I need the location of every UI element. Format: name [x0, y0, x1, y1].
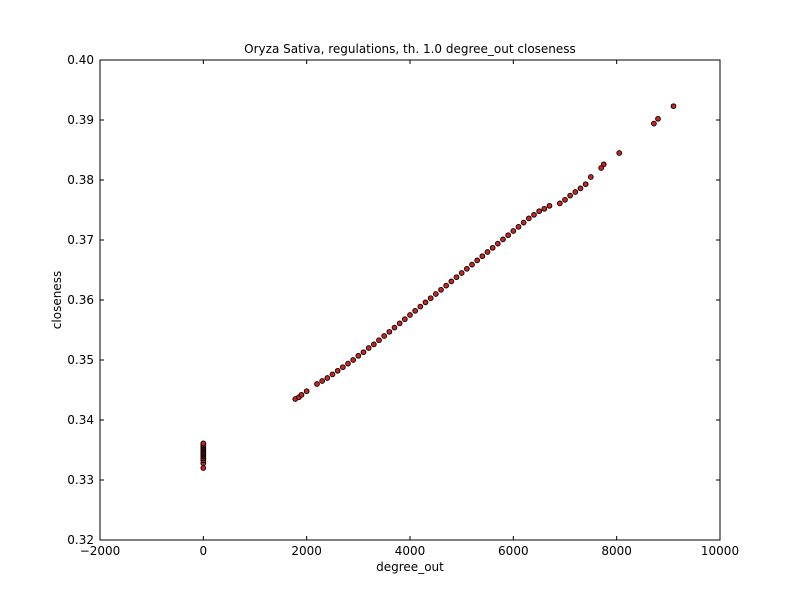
y-tick-label: 0.36: [67, 293, 94, 307]
y-axis-label: closeness: [50, 271, 64, 329]
data-point: [587, 174, 594, 180]
data-point: [350, 357, 357, 363]
data-point: [370, 341, 377, 348]
data-point: [546, 202, 553, 209]
data-point: [474, 257, 481, 264]
data-point: [541, 205, 548, 212]
x-tick-label: 0: [200, 544, 208, 558]
y-tick-label: 0.33: [67, 473, 94, 487]
x-tick-label: 8000: [601, 544, 632, 558]
data-point: [577, 185, 584, 192]
data-point: [365, 345, 372, 351]
data-point: [360, 349, 367, 356]
data-point: [463, 265, 470, 272]
data-point: [469, 261, 475, 268]
data-point: [536, 208, 543, 215]
data-point: [319, 378, 326, 384]
y-tick-label: 0.37: [67, 233, 94, 247]
data-point: [324, 375, 331, 381]
y-tick-label: 0.40: [67, 53, 94, 67]
data-point: [200, 440, 207, 447]
data-point: [386, 328, 393, 335]
data-point: [489, 244, 496, 251]
data-point: [443, 282, 450, 289]
data-point: [458, 270, 465, 276]
data-point: [355, 352, 362, 359]
axes: −2000 0 2000 4000 6000 8000 10000 0.32 0.33 0.34 0…: [67, 53, 739, 558]
data-point: [520, 219, 527, 226]
data-points: [200, 103, 677, 471]
data-point: [381, 333, 388, 339]
data-point: [556, 200, 563, 207]
data-point: [438, 286, 444, 293]
data-point: [407, 312, 413, 318]
data-point: [417, 303, 424, 310]
data-point: [448, 278, 455, 285]
data-point: [396, 320, 403, 327]
y-tick-label: 0.35: [67, 353, 94, 367]
data-point: [510, 228, 517, 234]
data-point: [494, 240, 501, 247]
data-point: [334, 367, 341, 374]
data-point: [432, 291, 439, 297]
data-point: [655, 115, 661, 122]
data-point: [200, 465, 207, 471]
data-point: [453, 274, 460, 281]
chart-title: Oryza Sativa, regulations, th. 1.0 degre…: [244, 42, 576, 56]
data-point: [600, 161, 607, 168]
data-point: [515, 223, 522, 230]
data-point: [505, 232, 512, 239]
data-point: [616, 150, 623, 156]
data-point: [298, 391, 305, 398]
data-point: [562, 196, 568, 203]
data-point: [651, 120, 657, 127]
data-point: [427, 295, 434, 302]
data-point: [303, 388, 310, 395]
data-point: [479, 253, 486, 260]
x-axis-label: degree_out: [376, 560, 444, 574]
y-tick-label: 0.34: [67, 413, 94, 427]
y-tick-label: 0.39: [67, 113, 94, 127]
data-point: [670, 103, 677, 110]
y-tick-label: 0.32: [67, 533, 94, 547]
x-tick-label: 10000: [701, 544, 739, 558]
data-point: [401, 316, 408, 323]
y-tick-label: 0.38: [67, 173, 94, 187]
data-point: [314, 381, 320, 387]
data-point: [531, 211, 537, 218]
data-point: [484, 249, 491, 255]
data-point: [412, 307, 419, 314]
data-point: [376, 337, 382, 344]
data-point: [567, 192, 574, 199]
data-point: [345, 360, 351, 367]
data-point: [329, 371, 336, 378]
data-point: [339, 364, 346, 371]
x-tick-label: 6000: [498, 544, 529, 558]
x-tick-label: 4000: [395, 544, 426, 558]
x-tick-label: 2000: [291, 544, 322, 558]
data-point: [572, 189, 579, 195]
data-point: [525, 215, 532, 222]
data-point: [582, 181, 589, 188]
x-tick-label: −2000: [80, 544, 121, 558]
plot-area: [100, 60, 720, 540]
data-point: [391, 324, 398, 331]
data-point: [422, 299, 429, 306]
data-point: [500, 236, 506, 243]
